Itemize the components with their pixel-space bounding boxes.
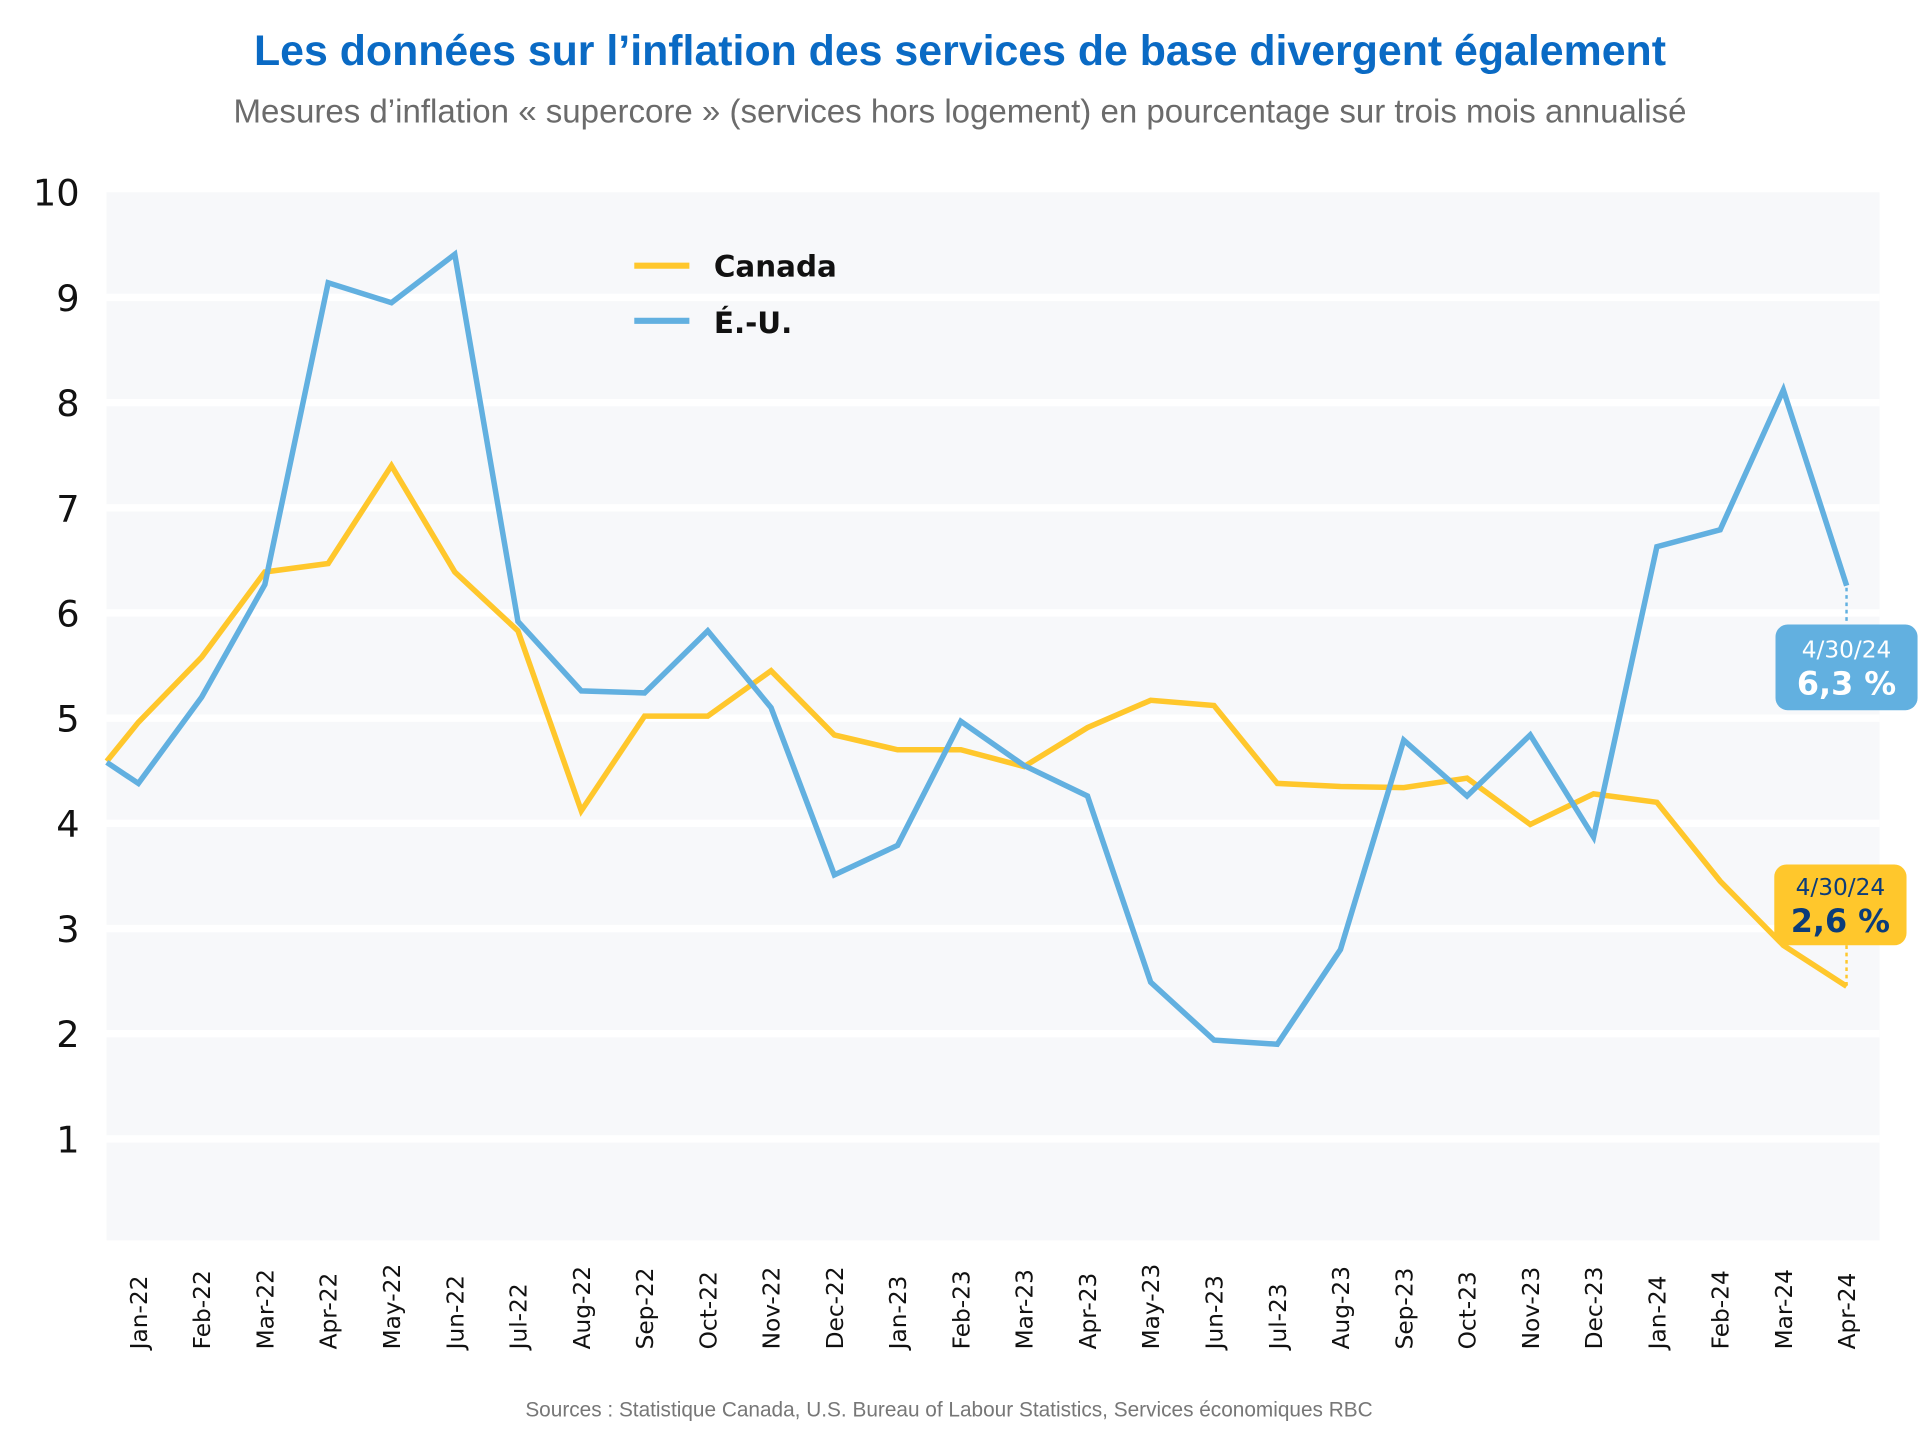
legend-label-canada: Canada bbox=[714, 250, 837, 284]
y-tick-label: 6 bbox=[56, 592, 79, 635]
x-tick-label: Nov-22 bbox=[759, 1267, 786, 1350]
y-tick-label: 10 bbox=[33, 172, 80, 215]
x-tick-label: Jan-22 bbox=[126, 1276, 153, 1352]
x-tick-label: Sep-23 bbox=[1391, 1268, 1418, 1350]
x-tick-label: Jul-23 bbox=[1265, 1283, 1292, 1351]
x-tick-label: Feb-22 bbox=[189, 1270, 216, 1349]
y-tick-label: 9 bbox=[56, 277, 79, 320]
x-tick-label: Jun-22 bbox=[442, 1275, 469, 1351]
x-tick-label: Nov-23 bbox=[1518, 1267, 1545, 1350]
chart-subtitle: Mesures d’inflation « supercore » (servi… bbox=[234, 93, 1687, 130]
callout-us-date: 4/30/24 bbox=[1802, 637, 1892, 664]
x-tick-label: Mar-24 bbox=[1771, 1269, 1798, 1349]
y-tick-label: 3 bbox=[56, 908, 79, 951]
x-tick-label: Jan-23 bbox=[885, 1276, 912, 1352]
x-tick-label: Aug-22 bbox=[569, 1266, 596, 1349]
x-tick-label: Feb-24 bbox=[1708, 1270, 1735, 1349]
y-tick-label: 4 bbox=[56, 803, 79, 846]
callout-canada: 4/30/24 2,6 % bbox=[1774, 864, 1907, 986]
callout-us-box bbox=[1775, 624, 1918, 711]
chart-title: Les données sur l’inflation des services… bbox=[254, 27, 1666, 75]
y-tick-label: 8 bbox=[56, 382, 79, 425]
series-lines bbox=[104, 249, 1850, 1048]
callout-canada-date: 4/30/24 bbox=[1796, 874, 1886, 901]
x-tick-label: Oct-23 bbox=[1455, 1271, 1482, 1349]
x-tick-label: Jun-23 bbox=[1202, 1275, 1229, 1351]
x-tick-label: Dec-23 bbox=[1581, 1266, 1608, 1349]
x-tick-label: Jul-22 bbox=[506, 1283, 533, 1351]
x-tick-label: May-22 bbox=[379, 1264, 406, 1350]
y-tick-label: 2 bbox=[56, 1013, 79, 1056]
legend: Canada É.-U. bbox=[634, 250, 837, 340]
callout-us: 4/30/24 6,3 % bbox=[1775, 587, 1918, 711]
x-tick-label: Oct-22 bbox=[695, 1271, 722, 1349]
callout-canada-box bbox=[1774, 864, 1907, 946]
x-tick-label: May-23 bbox=[1138, 1264, 1165, 1350]
x-tick-label: Mar-22 bbox=[252, 1269, 279, 1349]
x-tick-label: Aug-23 bbox=[1328, 1266, 1355, 1349]
chart-source: Sources : Statistique Canada, U.S. Burea… bbox=[525, 1399, 1372, 1422]
x-tick-label: Jan-24 bbox=[1644, 1276, 1671, 1352]
y-axis: 1 2 3 4 5 6 7 8 9 10 bbox=[33, 172, 80, 1162]
y-tick-label: 5 bbox=[56, 698, 79, 741]
x-tick-label: Apr-24 bbox=[1834, 1273, 1861, 1350]
x-tick-label: Feb-23 bbox=[948, 1270, 975, 1349]
callout-canada-value: 2,6 % bbox=[1791, 902, 1890, 940]
y-tick-label: 7 bbox=[56, 487, 79, 530]
x-tick-label: Apr-23 bbox=[1075, 1273, 1102, 1350]
x-tick-label: Mar-23 bbox=[1012, 1269, 1039, 1349]
callout-us-value: 6,3 % bbox=[1797, 664, 1896, 702]
y-tick-label: 1 bbox=[56, 1118, 79, 1161]
legend-label-us: É.-U. bbox=[714, 305, 792, 340]
x-axis: Jan-22 Feb-22 Mar-22 Apr-22 May-22 Jun-22 Jul-… bbox=[126, 1264, 1861, 1352]
x-tick-label: Dec-22 bbox=[822, 1266, 849, 1349]
x-tick-label: Sep-22 bbox=[632, 1268, 659, 1350]
x-tick-label: Apr-22 bbox=[316, 1273, 343, 1350]
